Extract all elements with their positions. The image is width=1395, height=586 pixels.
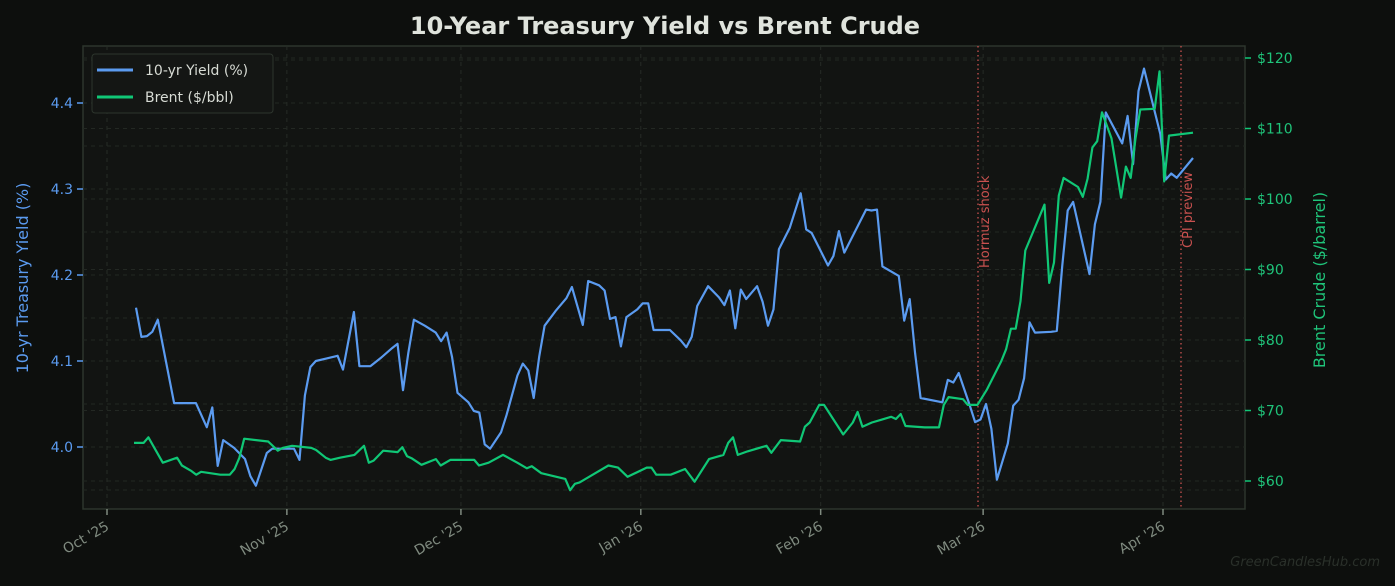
left-y-tick-label: 4.3 bbox=[51, 182, 73, 198]
left-y-tick-label: 4.2 bbox=[51, 268, 73, 284]
annotation-label: CPI preview bbox=[1181, 172, 1196, 248]
right-y-tick-label: $110 bbox=[1257, 122, 1293, 138]
watermark: GreenCandlesHub.com bbox=[1230, 555, 1380, 570]
right-y-tick-label: $120 bbox=[1257, 51, 1293, 67]
right-y-tick-label: $60 bbox=[1257, 474, 1284, 490]
yield-line bbox=[134, 67, 1194, 487]
legend-label-brent: Brent ($/bbl) bbox=[145, 90, 234, 106]
brent-line bbox=[134, 70, 1194, 492]
series-lines bbox=[134, 67, 1194, 492]
left-y-tick-label: 4.1 bbox=[51, 354, 73, 370]
right-y-tick-label: $100 bbox=[1257, 192, 1293, 208]
legend-label-yield: 10-yr Yield (%) bbox=[145, 63, 248, 79]
left-y-tick-label: 4.4 bbox=[51, 96, 73, 112]
event-annotations: Hormuz shock CPI preview bbox=[977, 46, 1196, 509]
right-y-axis: $60 $70 $80 $90 $100 $110 $120 bbox=[1245, 51, 1293, 490]
legend: 10-yr Yield (%) Brent ($/bbl) bbox=[91, 53, 274, 114]
right-y-tick-label: $80 bbox=[1257, 333, 1284, 349]
plot-area: Hormuz shock CPI preview bbox=[82, 45, 1246, 510]
left-y-tick-label: 4.0 bbox=[51, 440, 73, 456]
right-y-tick-label: $70 bbox=[1257, 404, 1284, 420]
chart-title: 10-Year Treasury Yield vs Brent Crude bbox=[410, 12, 920, 40]
right-y-axis-label: Brent Crude ($/barrel) bbox=[1310, 192, 1329, 368]
left-y-axis-label: 10-yr Treasury Yield (%) bbox=[13, 183, 32, 374]
left-y-axis: 4.0 4.1 4.2 4.3 4.4 bbox=[51, 96, 83, 456]
annotation-label: Hormuz shock bbox=[978, 175, 993, 268]
right-y-tick-label: $90 bbox=[1257, 263, 1284, 279]
